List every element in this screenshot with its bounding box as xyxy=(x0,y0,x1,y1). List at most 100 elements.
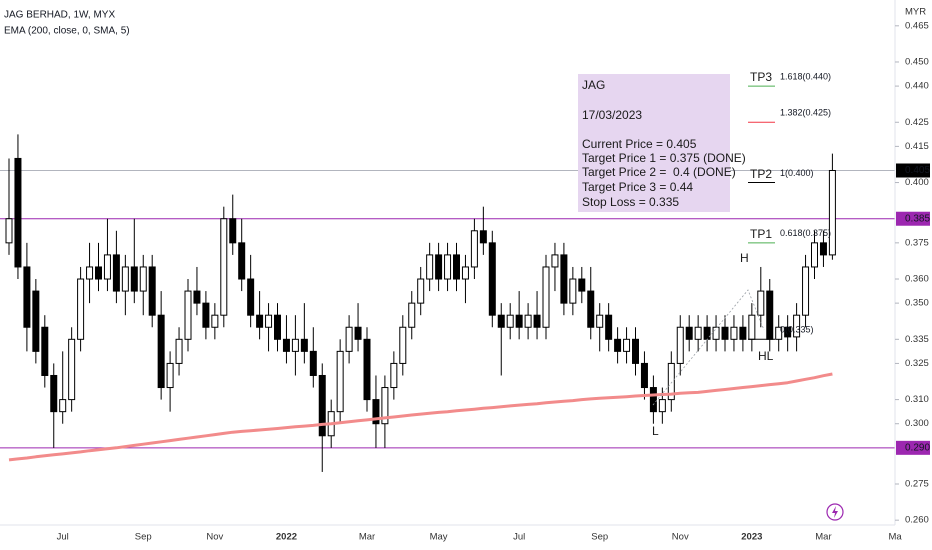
candle-body xyxy=(479,230,487,244)
y-tick-label: 0.440 xyxy=(905,81,929,92)
candle-body xyxy=(623,338,631,352)
candle-body xyxy=(86,266,94,280)
candle-body xyxy=(291,338,299,352)
candle-body xyxy=(238,242,246,280)
candle-body xyxy=(354,326,362,340)
price-label-bg xyxy=(896,163,930,178)
candle-body xyxy=(515,314,523,328)
candle-body xyxy=(148,266,156,316)
candle-body xyxy=(68,338,76,401)
candle-body xyxy=(363,338,371,401)
indicator-label: EMA (200, close, 0, SMA, 5) xyxy=(4,26,130,37)
candle-body xyxy=(560,254,568,304)
candle-body xyxy=(488,242,496,316)
candle-body xyxy=(121,266,129,292)
y-tick-label: 0.335 xyxy=(905,334,929,345)
candle-body xyxy=(712,326,720,340)
y-tick-label: 0.310 xyxy=(905,394,929,405)
price-label: 0.290 xyxy=(905,442,930,453)
x-tick-label: Ma xyxy=(888,532,902,543)
x-tick-label: Jul xyxy=(57,532,69,543)
candle-body xyxy=(569,278,577,304)
price-label-bg xyxy=(896,211,930,226)
fib-label: 1.618(0.440) xyxy=(780,71,831,81)
candle-body xyxy=(408,302,416,328)
y-tick-label: 0.465 xyxy=(905,20,929,31)
candle-body xyxy=(784,326,792,338)
annotation: TP2 xyxy=(750,167,772,181)
candle-body xyxy=(632,338,639,364)
x-tick-label: Nov xyxy=(672,532,689,543)
price-label: 0.405 xyxy=(905,165,930,176)
candle-body xyxy=(739,326,747,340)
candle-body xyxy=(5,218,13,244)
candle-body xyxy=(819,242,827,256)
currency-label: MYR xyxy=(905,7,926,18)
info-line: JAG xyxy=(582,78,605,92)
candle-body xyxy=(802,266,810,316)
candle-body xyxy=(32,290,40,352)
candle-body xyxy=(596,314,604,328)
candle-body xyxy=(139,266,147,292)
alert-icon xyxy=(826,503,844,521)
annotation: TP1 xyxy=(750,227,772,241)
fib-label: 0(0.335) xyxy=(780,325,814,335)
candle-body xyxy=(336,350,344,413)
candle-body xyxy=(435,254,443,280)
candle-body xyxy=(282,338,290,352)
candle-body xyxy=(667,362,675,401)
y-tick-label: 0.350 xyxy=(905,298,929,309)
candle-body xyxy=(542,266,550,328)
candle-body xyxy=(202,302,210,328)
candle-body xyxy=(703,326,711,340)
candle-body xyxy=(390,362,398,389)
candle-body xyxy=(444,254,452,280)
fib-label: 0.618(0.375) xyxy=(780,228,831,238)
candle-body xyxy=(605,314,613,340)
candle-body xyxy=(578,278,586,292)
alert-icon-bolt xyxy=(832,506,838,518)
y-tick-label: 0.325 xyxy=(905,358,929,369)
plot-area xyxy=(0,134,930,472)
candle-body xyxy=(59,399,67,413)
candle-body xyxy=(318,374,326,437)
candle-body xyxy=(694,326,702,340)
candle-body xyxy=(685,326,693,340)
ema-line xyxy=(8,372,833,462)
x-tick-label: Mar xyxy=(359,532,375,543)
y-tick-label: 0.260 xyxy=(905,515,929,526)
candle-body xyxy=(524,314,532,328)
candle-body xyxy=(533,314,541,328)
candle-body xyxy=(274,314,281,340)
annotation: H xyxy=(740,251,749,265)
candle-body xyxy=(112,254,120,292)
x-tick-label: 2022 xyxy=(276,532,297,543)
annotation: TP3 xyxy=(750,70,772,84)
candle-body xyxy=(828,169,836,256)
candle-body xyxy=(300,338,308,352)
y-tick-label: 0.300 xyxy=(905,418,929,429)
candle-body xyxy=(157,314,165,389)
candle-body xyxy=(775,326,783,340)
candle-body xyxy=(130,266,138,292)
candle-body xyxy=(14,157,22,268)
candle-body xyxy=(497,314,505,328)
candle-body xyxy=(23,266,31,328)
y-tick-label: 0.425 xyxy=(905,117,929,128)
info-line: Target Price 2 = 0.4 (DONE) xyxy=(582,165,736,179)
candle-body xyxy=(721,326,729,340)
candle-body xyxy=(77,278,85,340)
candle-body xyxy=(381,387,389,425)
candle-body xyxy=(640,362,648,389)
candle-body xyxy=(614,338,622,352)
candle-body xyxy=(757,290,765,316)
x-tick-label: Sep xyxy=(591,532,608,543)
annotation: HL xyxy=(758,349,774,363)
info-line: 17/03/2023 xyxy=(582,108,642,122)
candle-body xyxy=(229,218,237,244)
candle-body xyxy=(50,374,58,413)
candle-body xyxy=(309,350,317,376)
candle-body xyxy=(247,278,255,316)
chart-title: JAG BERHAD, 1W, MYX xyxy=(4,10,115,21)
